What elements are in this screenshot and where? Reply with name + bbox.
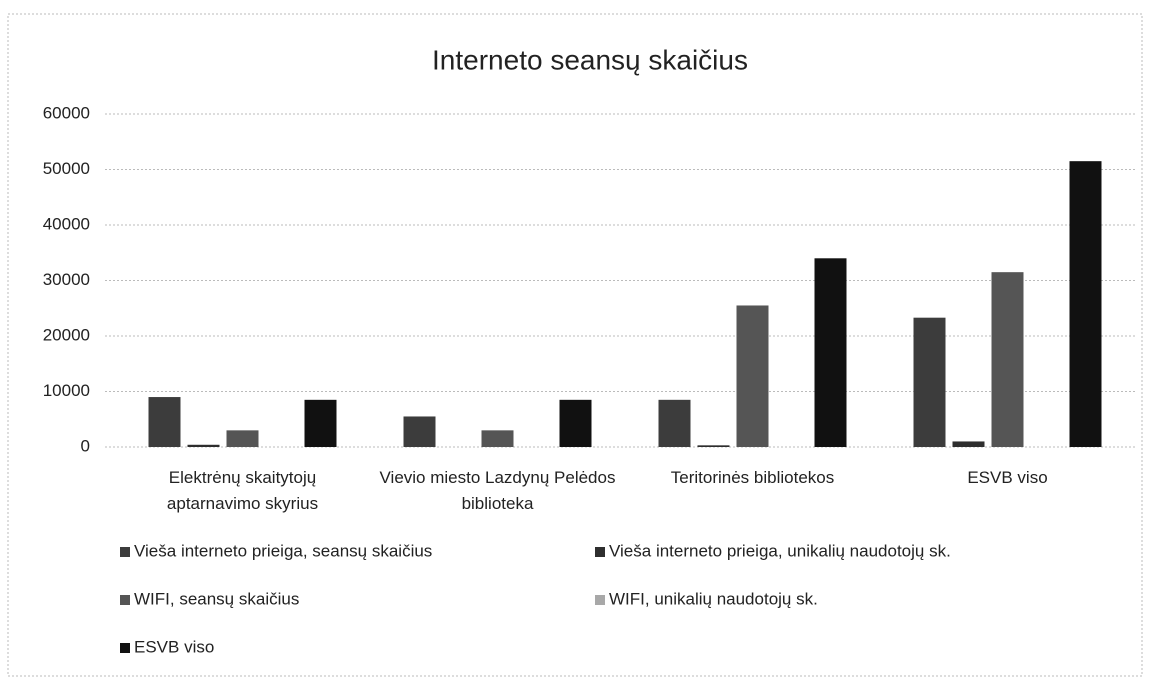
bar bbox=[991, 272, 1024, 447]
bar bbox=[697, 445, 730, 447]
y-tick-label: 40000 bbox=[43, 214, 90, 233]
bar bbox=[226, 430, 259, 447]
x-tick-label: Elektrėnų skaitytojų aptarnavimo skyrius bbox=[166, 468, 319, 513]
bar bbox=[814, 258, 847, 447]
x-tick-label: ESVB viso bbox=[967, 468, 1048, 487]
y-tick-label: 50000 bbox=[43, 159, 90, 178]
legend-label: Vieša interneto prieiga, seansų skaičius bbox=[134, 541, 432, 560]
bar bbox=[913, 317, 946, 447]
bar bbox=[736, 305, 769, 447]
x-tick-label: Teritorinės bibliotekos bbox=[670, 468, 835, 487]
y-tick-label: 60000 bbox=[43, 103, 90, 122]
y-tick-label: 10000 bbox=[43, 381, 90, 400]
bar bbox=[1069, 161, 1102, 448]
y-tick-label: 20000 bbox=[43, 325, 90, 344]
legend-label: WIFI, seansų skaičius bbox=[134, 589, 299, 608]
chart-frame bbox=[7, 13, 1143, 677]
legend-swatch bbox=[595, 595, 605, 605]
bar bbox=[304, 399, 337, 447]
bar bbox=[481, 430, 514, 447]
legend-swatch bbox=[595, 547, 605, 557]
x-tick-label: Vievio miesto Lazdynų Pelėdos biblioteka bbox=[379, 468, 616, 513]
legend-swatch bbox=[120, 547, 130, 557]
y-tick-label: 30000 bbox=[43, 270, 90, 289]
bar bbox=[148, 397, 181, 447]
legend-swatch bbox=[120, 643, 130, 653]
bar bbox=[403, 416, 436, 447]
bar bbox=[952, 441, 985, 447]
bar bbox=[559, 399, 592, 447]
legend-label: ESVB viso bbox=[134, 637, 214, 656]
legend-label: WIFI, unikalių naudotojų sk. bbox=[609, 589, 818, 608]
bar bbox=[187, 444, 220, 447]
bar bbox=[658, 399, 691, 447]
legend-swatch bbox=[120, 595, 130, 605]
y-tick-label: 0 bbox=[81, 436, 90, 455]
legend-label: Vieša interneto prieiga, unikalių naudot… bbox=[609, 541, 951, 560]
chart-title: Interneto seansų skaičius bbox=[432, 44, 748, 75]
